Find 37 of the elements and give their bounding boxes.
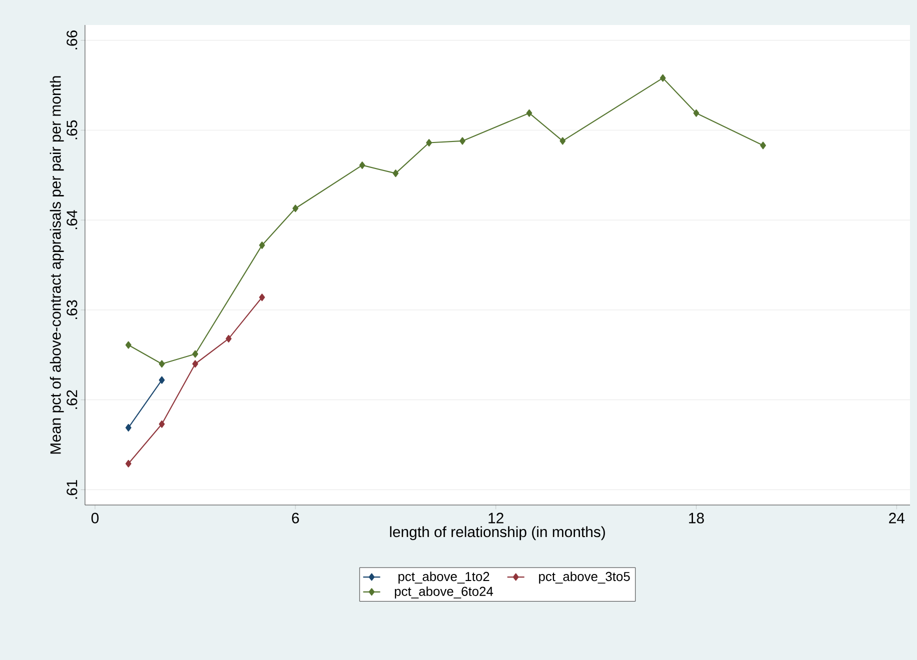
point — [359, 161, 366, 169]
point — [158, 376, 165, 384]
legend-label: pct_above_3to5 — [539, 572, 630, 584]
x-tick-label: 0 — [91, 512, 99, 524]
x-tick-label: 18 — [689, 512, 704, 524]
point — [259, 241, 265, 249]
point — [125, 424, 132, 432]
y-tick-label: .61 — [66, 480, 78, 499]
point — [192, 350, 198, 358]
point — [760, 142, 766, 150]
point — [158, 420, 165, 428]
legend-label: pct_above_1to2 — [398, 572, 490, 584]
point — [125, 341, 132, 349]
point — [125, 460, 132, 468]
point — [526, 109, 532, 117]
point — [392, 170, 399, 178]
x-tick-label: 12 — [488, 512, 504, 524]
point — [192, 360, 198, 368]
x-tick-label: 6 — [292, 512, 299, 524]
legend-label: pct_above_6to24 — [394, 586, 494, 599]
point — [292, 204, 298, 212]
point — [693, 109, 700, 117]
x-tick-label: 24 — [889, 512, 905, 524]
point — [660, 74, 666, 82]
point — [560, 137, 566, 145]
y-tick-label: .63 — [66, 300, 78, 319]
y-tick-label: .65 — [66, 120, 78, 140]
y-axis-title: Mean pct of above-contract appraisals per pair per month — [50, 76, 64, 454]
point — [459, 137, 466, 145]
point — [158, 360, 165, 368]
point — [426, 139, 432, 146]
y-tick-label: .66 — [66, 30, 78, 50]
y-tick-label: .64 — [66, 210, 78, 230]
point — [259, 294, 265, 302]
x-axis-title: length of relationship (in months) — [390, 526, 605, 540]
point — [226, 334, 232, 342]
y-tick-label: .62 — [66, 390, 78, 409]
